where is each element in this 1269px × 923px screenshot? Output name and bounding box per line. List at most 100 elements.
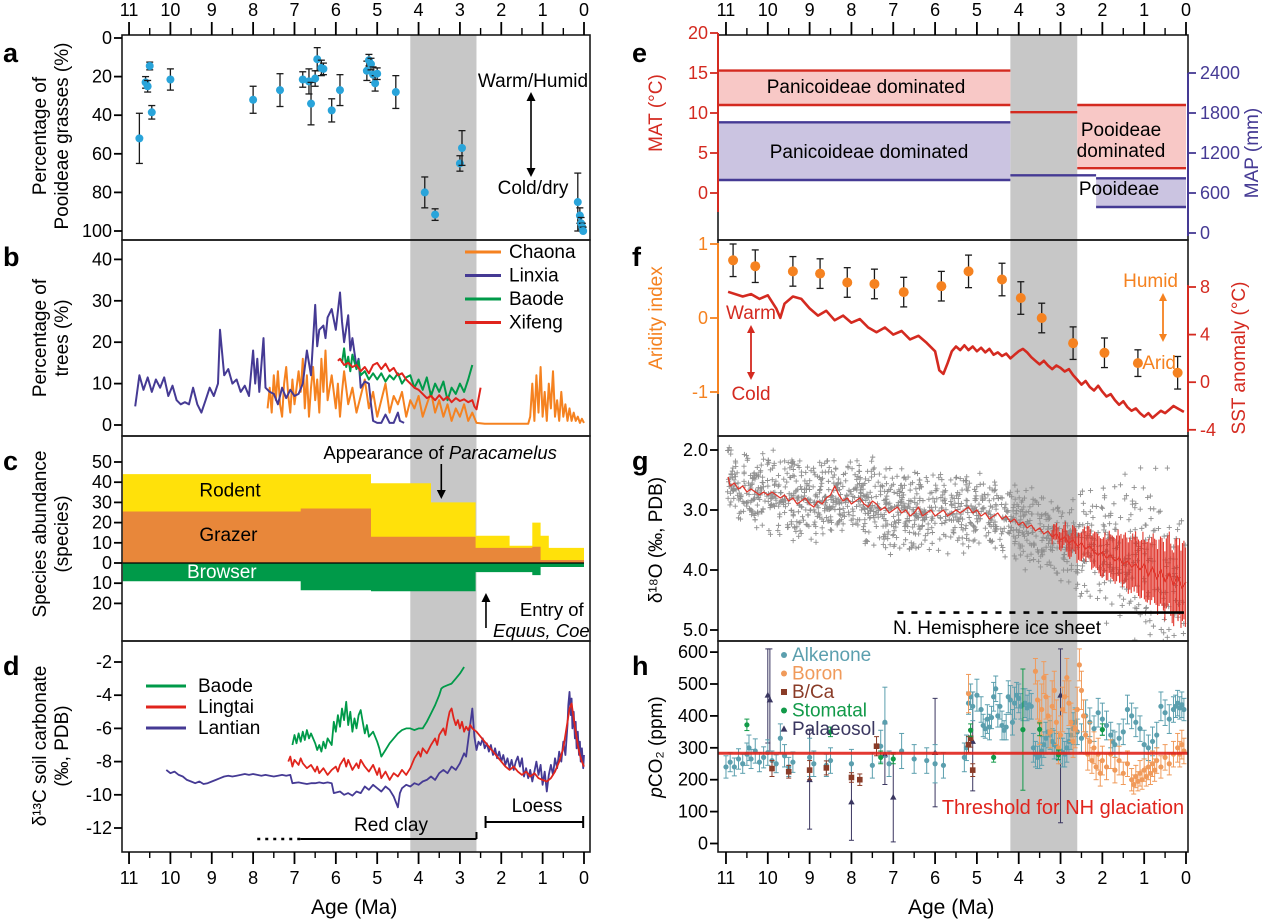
svg-text:8: 8 xyxy=(1200,277,1210,297)
age-tick-top: 4 xyxy=(1014,0,1024,20)
age-tick-top: 7 xyxy=(289,0,299,20)
age-tick-bottom: 1 xyxy=(538,868,548,888)
age-tick-top: 0 xyxy=(579,0,589,20)
age-tick-bottom: 5 xyxy=(972,868,982,888)
age-tick-top: 8 xyxy=(846,0,856,20)
svg-text:4: 4 xyxy=(1200,325,1210,345)
panel-a-data: Warm/Humid Cold/dry xyxy=(135,47,588,235)
age-tick-bottom: 3 xyxy=(455,868,465,888)
svg-text:20: 20 xyxy=(92,332,112,352)
age-tick-bottom: 10 xyxy=(758,868,778,888)
age-tick-top: 0 xyxy=(1181,0,1191,20)
age-tick-bottom: 4 xyxy=(1014,868,1024,888)
svg-text:0: 0 xyxy=(698,308,708,328)
label-rodent: Rodent xyxy=(199,480,261,501)
grazer-area xyxy=(122,508,585,563)
age-tick-top: 3 xyxy=(455,0,465,20)
svg-text:600: 600 xyxy=(678,642,708,662)
annotation-threshold: Threshold for NH glaciation xyxy=(942,797,1184,819)
y-axis-title-g: δ¹⁸O (‰, PDB) xyxy=(646,476,667,604)
age-tick-top: 9 xyxy=(207,0,217,20)
age-tick-top: 9 xyxy=(805,0,815,20)
annotation-loess: Loess xyxy=(512,796,563,817)
age-tick-bottom: 6 xyxy=(930,868,940,888)
panel-letter-h: h xyxy=(632,651,649,681)
legend-label-baode: Baode xyxy=(509,289,564,310)
x-axis-title-left: Age (Ma) xyxy=(311,896,398,919)
y-axis-ticks: 1 0 -1 xyxy=(692,234,718,402)
svg-text:2.0: 2.0 xyxy=(683,440,708,460)
highlight-band-left xyxy=(410,35,477,852)
svg-text:0: 0 xyxy=(102,28,112,48)
age-tick-bottom: 6 xyxy=(331,868,341,888)
panel-c-data: Rodent Grazer Browser Appearance of Paracam… xyxy=(122,442,590,641)
svg-text:20: 20 xyxy=(92,513,112,533)
svg-text:1800: 1800 xyxy=(1200,103,1240,123)
svg-text:1200: 1200 xyxy=(1200,143,1240,163)
age-tick-bottom: 4 xyxy=(414,868,424,888)
svg-text:60: 60 xyxy=(92,144,112,164)
browser-area xyxy=(122,563,585,592)
age-tick-bottom: 5 xyxy=(372,868,382,888)
legend-label-lantian: Lantian xyxy=(198,718,260,739)
y-axis-ticks: 20 15 10 5 0 xyxy=(688,23,718,203)
y-axis-ticks: 2400 1800 1200 600 0 xyxy=(1188,63,1240,243)
svg-text:-6: -6 xyxy=(96,718,112,738)
svg-text:40: 40 xyxy=(92,105,112,125)
annotation-ice-sheet: N. Hemisphere ice sheet xyxy=(893,618,1102,639)
y-axis-title-e-map: MAP (mm) xyxy=(1242,107,1263,199)
svg-text:0: 0 xyxy=(698,834,708,854)
legend-label-xifeng: Xifeng xyxy=(509,313,563,334)
label-pooideae: Pooideae xyxy=(1079,179,1159,200)
svg-text:10: 10 xyxy=(688,103,708,123)
panel-h-data: Threshold for NH glaciation AlkenoneBoron… xyxy=(718,645,1188,843)
panel-f-data: Warm Cold Humid Arid xyxy=(726,243,1185,420)
label-grazer: Grazer xyxy=(199,525,258,546)
panel-letter-d: d xyxy=(3,651,20,681)
pooideae-map-band xyxy=(1096,178,1186,207)
svg-text:20: 20 xyxy=(688,23,708,43)
age-tick-bottom: 7 xyxy=(289,868,299,888)
y-axis-ticks: 8 4 0 -4 xyxy=(1188,277,1216,440)
svg-text:4.0: 4.0 xyxy=(683,560,708,580)
panicoideae-mat-band xyxy=(718,70,1011,105)
legend-label-b-ca: B/Ca xyxy=(792,682,835,703)
age-tick-top: 5 xyxy=(972,0,982,20)
y-axis-ticks: 40 30 20 10 0 xyxy=(92,249,122,435)
annotation-arid: Arid xyxy=(1142,353,1176,374)
svg-text:-10: -10 xyxy=(86,785,112,805)
age-tick-top: 10 xyxy=(758,0,778,20)
svg-text:3.0: 3.0 xyxy=(683,500,708,520)
y-axis-title-e-mat: MAT (°C) xyxy=(646,74,667,152)
legend-label-boron: Boron xyxy=(792,664,843,685)
age-tick-bottom: 0 xyxy=(579,868,589,888)
annotation-warm-humid: Warm/Humid xyxy=(478,71,588,92)
age-tick-top: 2 xyxy=(1097,0,1107,20)
panel-letter-e: e xyxy=(632,38,648,68)
svg-text:10: 10 xyxy=(92,573,112,593)
age-tick-top: 2 xyxy=(496,0,506,20)
y-axis-title-c: Species abundance (species) xyxy=(30,450,73,618)
svg-text:80: 80 xyxy=(92,182,112,202)
svg-text:-8: -8 xyxy=(96,752,112,772)
highlight-band-right xyxy=(1010,35,1078,852)
svg-text:15: 15 xyxy=(688,63,708,83)
age-tick-bottom: 9 xyxy=(207,868,217,888)
age-tick-top: 8 xyxy=(248,0,258,20)
svg-text:30: 30 xyxy=(92,492,112,512)
label-pooideae-dominated-1: Pooideae xyxy=(1081,120,1161,141)
svg-text:40: 40 xyxy=(92,472,112,492)
svg-text:0: 0 xyxy=(1200,372,1210,392)
svg-text:0: 0 xyxy=(698,183,708,203)
svg-text:30: 30 xyxy=(92,291,112,311)
age-tick-bottom: 2 xyxy=(1097,868,1107,888)
annotation-cold: Cold xyxy=(731,384,770,405)
annotation-entry-1: Entry of xyxy=(520,599,585,620)
annotation-humid: Humid xyxy=(1123,271,1178,292)
panel-frame xyxy=(121,34,591,241)
age-tick-top: 6 xyxy=(331,0,341,20)
label-panicoideae-mat: Panicoideae dominated xyxy=(767,77,966,98)
